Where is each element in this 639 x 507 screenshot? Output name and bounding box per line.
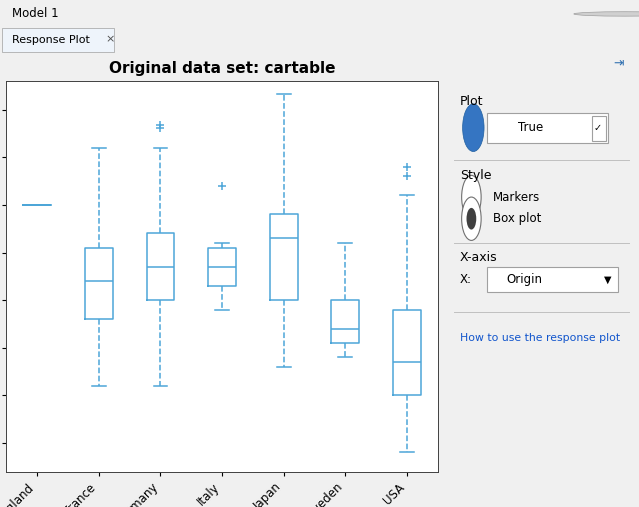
FancyBboxPatch shape <box>487 114 608 143</box>
Text: X-axis: X-axis <box>459 251 497 264</box>
Text: ✓: ✓ <box>594 123 602 133</box>
Text: ▼: ▼ <box>604 274 612 284</box>
Text: X:: X: <box>459 273 472 286</box>
FancyBboxPatch shape <box>487 267 617 293</box>
FancyBboxPatch shape <box>592 116 606 141</box>
Title: Original data set: cartable: Original data set: cartable <box>109 61 335 76</box>
Circle shape <box>466 208 476 230</box>
Text: Box plot: Box plot <box>493 212 541 225</box>
Text: Plot: Plot <box>459 95 483 108</box>
Text: Response Plot: Response Plot <box>12 34 89 45</box>
Circle shape <box>574 12 639 16</box>
Text: Origin: Origin <box>507 273 543 286</box>
Circle shape <box>461 197 481 240</box>
Text: ⇥: ⇥ <box>613 56 624 69</box>
Text: Markers: Markers <box>493 191 540 203</box>
Text: How to use the response plot: How to use the response plot <box>459 333 620 343</box>
Circle shape <box>463 104 484 152</box>
Circle shape <box>461 175 481 219</box>
FancyBboxPatch shape <box>2 28 114 52</box>
Text: Style: Style <box>459 169 491 182</box>
Text: True: True <box>518 121 543 134</box>
Text: Model 1: Model 1 <box>12 8 58 20</box>
Text: ×: × <box>105 34 115 45</box>
